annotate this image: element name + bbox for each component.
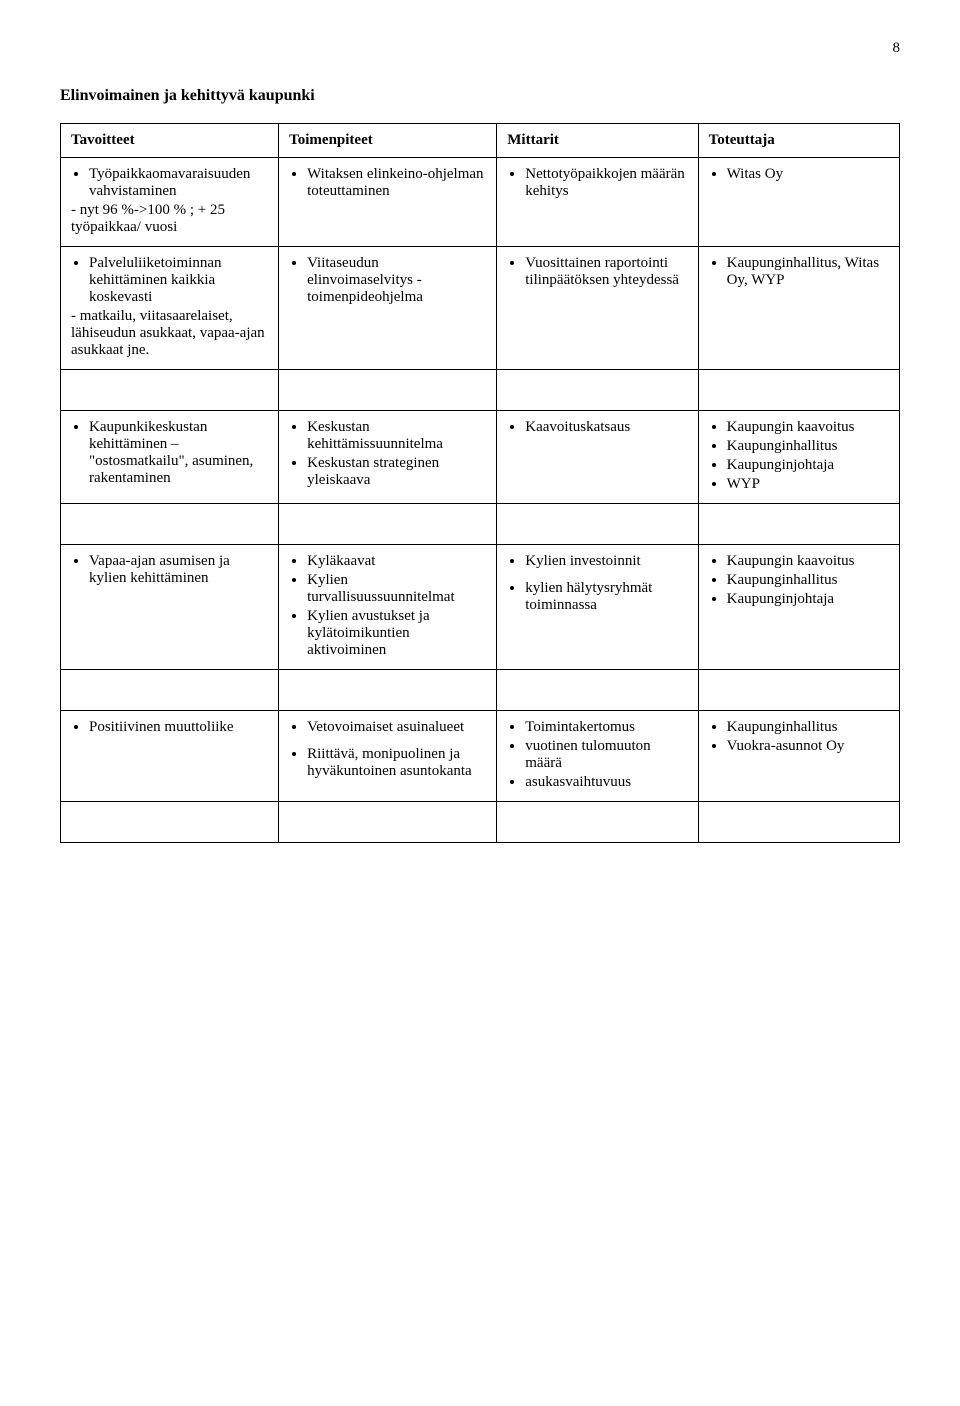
list-item: Viitaseudun elinvoimaselvitys - toimenpi…: [307, 255, 486, 306]
list-item: Riittävä, monipuolinen ja hyväkuntoinen …: [307, 746, 486, 780]
table-header-row: Tavoitteet Toimenpiteet Mittarit Toteutt…: [61, 124, 900, 158]
list-item: WYP: [727, 476, 889, 493]
list-item: Kaavoituskatsaus: [525, 419, 687, 436]
list-item: Kylien avustukset ja kylätoimikuntien ak…: [307, 608, 486, 659]
list-item: Vetovoimaiset asuinalueet: [307, 719, 486, 736]
spacer-row: [61, 504, 900, 545]
list-item: Vapaa-ajan asumisen ja kylien kehittämin…: [89, 553, 268, 587]
cell-tavoitteet: Työpaikkaomavaraisuuden vahvistaminen ny…: [61, 158, 279, 247]
table-row: Palveluliiketoiminnan kehittäminen kaikk…: [61, 247, 900, 370]
list-item: nyt 96 %->100 % ; + 25 työpaikkaa/ vuosi: [71, 202, 268, 236]
cell-mittarit: Toimintakertomus vuotinen tulomuuton mää…: [497, 711, 698, 802]
cell-mittarit: Kaavoituskatsaus: [497, 411, 698, 504]
cell-toimenpiteet: Keskustan kehittämissuunnitelma Keskusta…: [279, 411, 497, 504]
list-item: Kaupungin kaavoitus: [727, 553, 889, 570]
list-item: Kyläkaavat: [307, 553, 486, 570]
list-item: Työpaikkaomavaraisuuden vahvistaminen: [89, 166, 268, 200]
header-tavoitteet: Tavoitteet: [61, 124, 279, 158]
header-toteuttaja: Toteuttaja: [698, 124, 899, 158]
list-item: asukasvaihtuvuus: [525, 774, 687, 791]
list-item: Witas Oy: [727, 166, 889, 183]
list-item: Toimintakertomus: [525, 719, 687, 736]
table-row: Kaupunkikeskustan kehittäminen – "ostosm…: [61, 411, 900, 504]
list-item: Witaksen elinkeino-ohjelman toteuttamine…: [307, 166, 486, 200]
table-row: Työpaikkaomavaraisuuden vahvistaminen ny…: [61, 158, 900, 247]
list-item: Kaupunginhallitus: [727, 719, 889, 736]
list-item: vuotinen tulomuuton määrä: [525, 738, 687, 772]
cell-toimenpiteet: Vetovoimaiset asuinalueet Riittävä, moni…: [279, 711, 497, 802]
table-row: Positiivinen muuttoliike Vetovoimaiset a…: [61, 711, 900, 802]
list-item: Kylien turvallisuussuunnitelmat: [307, 572, 486, 606]
cell-toimenpiteet: Viitaseudun elinvoimaselvitys - toimenpi…: [279, 247, 497, 370]
cell-toimenpiteet: Witaksen elinkeino-ohjelman toteuttamine…: [279, 158, 497, 247]
cell-mittarit: Kylien investoinnit kylien hälytysryhmät…: [497, 545, 698, 670]
list-item: Palveluliiketoiminnan kehittäminen kaikk…: [89, 255, 268, 306]
cell-toimenpiteet: Kyläkaavat Kylien turvallisuussuunnitelm…: [279, 545, 497, 670]
spacer-row: [61, 370, 900, 411]
list-item: Kylien investoinnit: [525, 553, 687, 570]
list-item: Kaupunginhallitus: [727, 438, 889, 455]
section-title: Elinvoimainen ja kehittyvä kaupunki: [60, 87, 900, 105]
goals-table: Tavoitteet Toimenpiteet Mittarit Toteutt…: [60, 123, 900, 843]
cell-mittarit: Vuosittainen raportointi tilinpäätöksen …: [497, 247, 698, 370]
list-item: Kaupunginjohtaja: [727, 591, 889, 608]
list-item: Keskustan strateginen yleiskaava: [307, 455, 486, 489]
list-item: Kaupunginhallitus, Witas Oy, WYP: [727, 255, 889, 289]
cell-tavoitteet: Positiivinen muuttoliike: [61, 711, 279, 802]
cell-tavoitteet: Vapaa-ajan asumisen ja kylien kehittämin…: [61, 545, 279, 670]
list-item: Kaupunkikeskustan kehittäminen – "ostosm…: [89, 419, 268, 487]
list-item: Kaupunginjohtaja: [727, 457, 889, 474]
cell-tavoitteet: Palveluliiketoiminnan kehittäminen kaikk…: [61, 247, 279, 370]
cell-toteuttaja: Kaupungin kaavoitus Kaupunginhallitus Ka…: [698, 545, 899, 670]
cell-toteuttaja: Witas Oy: [698, 158, 899, 247]
list-item: Positiivinen muuttoliike: [89, 719, 268, 736]
table-row: Vapaa-ajan asumisen ja kylien kehittämin…: [61, 545, 900, 670]
list-item: Vuokra-asunnot Oy: [727, 738, 889, 755]
list-item: Kaupungin kaavoitus: [727, 419, 889, 436]
list-item: Vuosittainen raportointi tilinpäätöksen …: [525, 255, 687, 289]
page-number: 8: [60, 40, 900, 57]
list-item: Keskustan kehittämissuunnitelma: [307, 419, 486, 453]
spacer-row: [61, 802, 900, 843]
cell-toteuttaja: Kaupunginhallitus, Witas Oy, WYP: [698, 247, 899, 370]
list-item: Nettotyöpaikkojen määrän kehitys: [525, 166, 687, 200]
cell-tavoitteet: Kaupunkikeskustan kehittäminen – "ostosm…: [61, 411, 279, 504]
cell-toteuttaja: Kaupungin kaavoitus Kaupunginhallitus Ka…: [698, 411, 899, 504]
list-item: Kaupunginhallitus: [727, 572, 889, 589]
list-item: matkailu, viitasaarelaiset, lähiseudun a…: [71, 308, 268, 359]
spacer-row: [61, 670, 900, 711]
cell-toteuttaja: Kaupunginhallitus Vuokra-asunnot Oy: [698, 711, 899, 802]
list-item: kylien hälytysryhmät toiminnassa: [525, 580, 687, 614]
header-mittarit: Mittarit: [497, 124, 698, 158]
cell-mittarit: Nettotyöpaikkojen määrän kehitys: [497, 158, 698, 247]
header-toimenpiteet: Toimenpiteet: [279, 124, 497, 158]
